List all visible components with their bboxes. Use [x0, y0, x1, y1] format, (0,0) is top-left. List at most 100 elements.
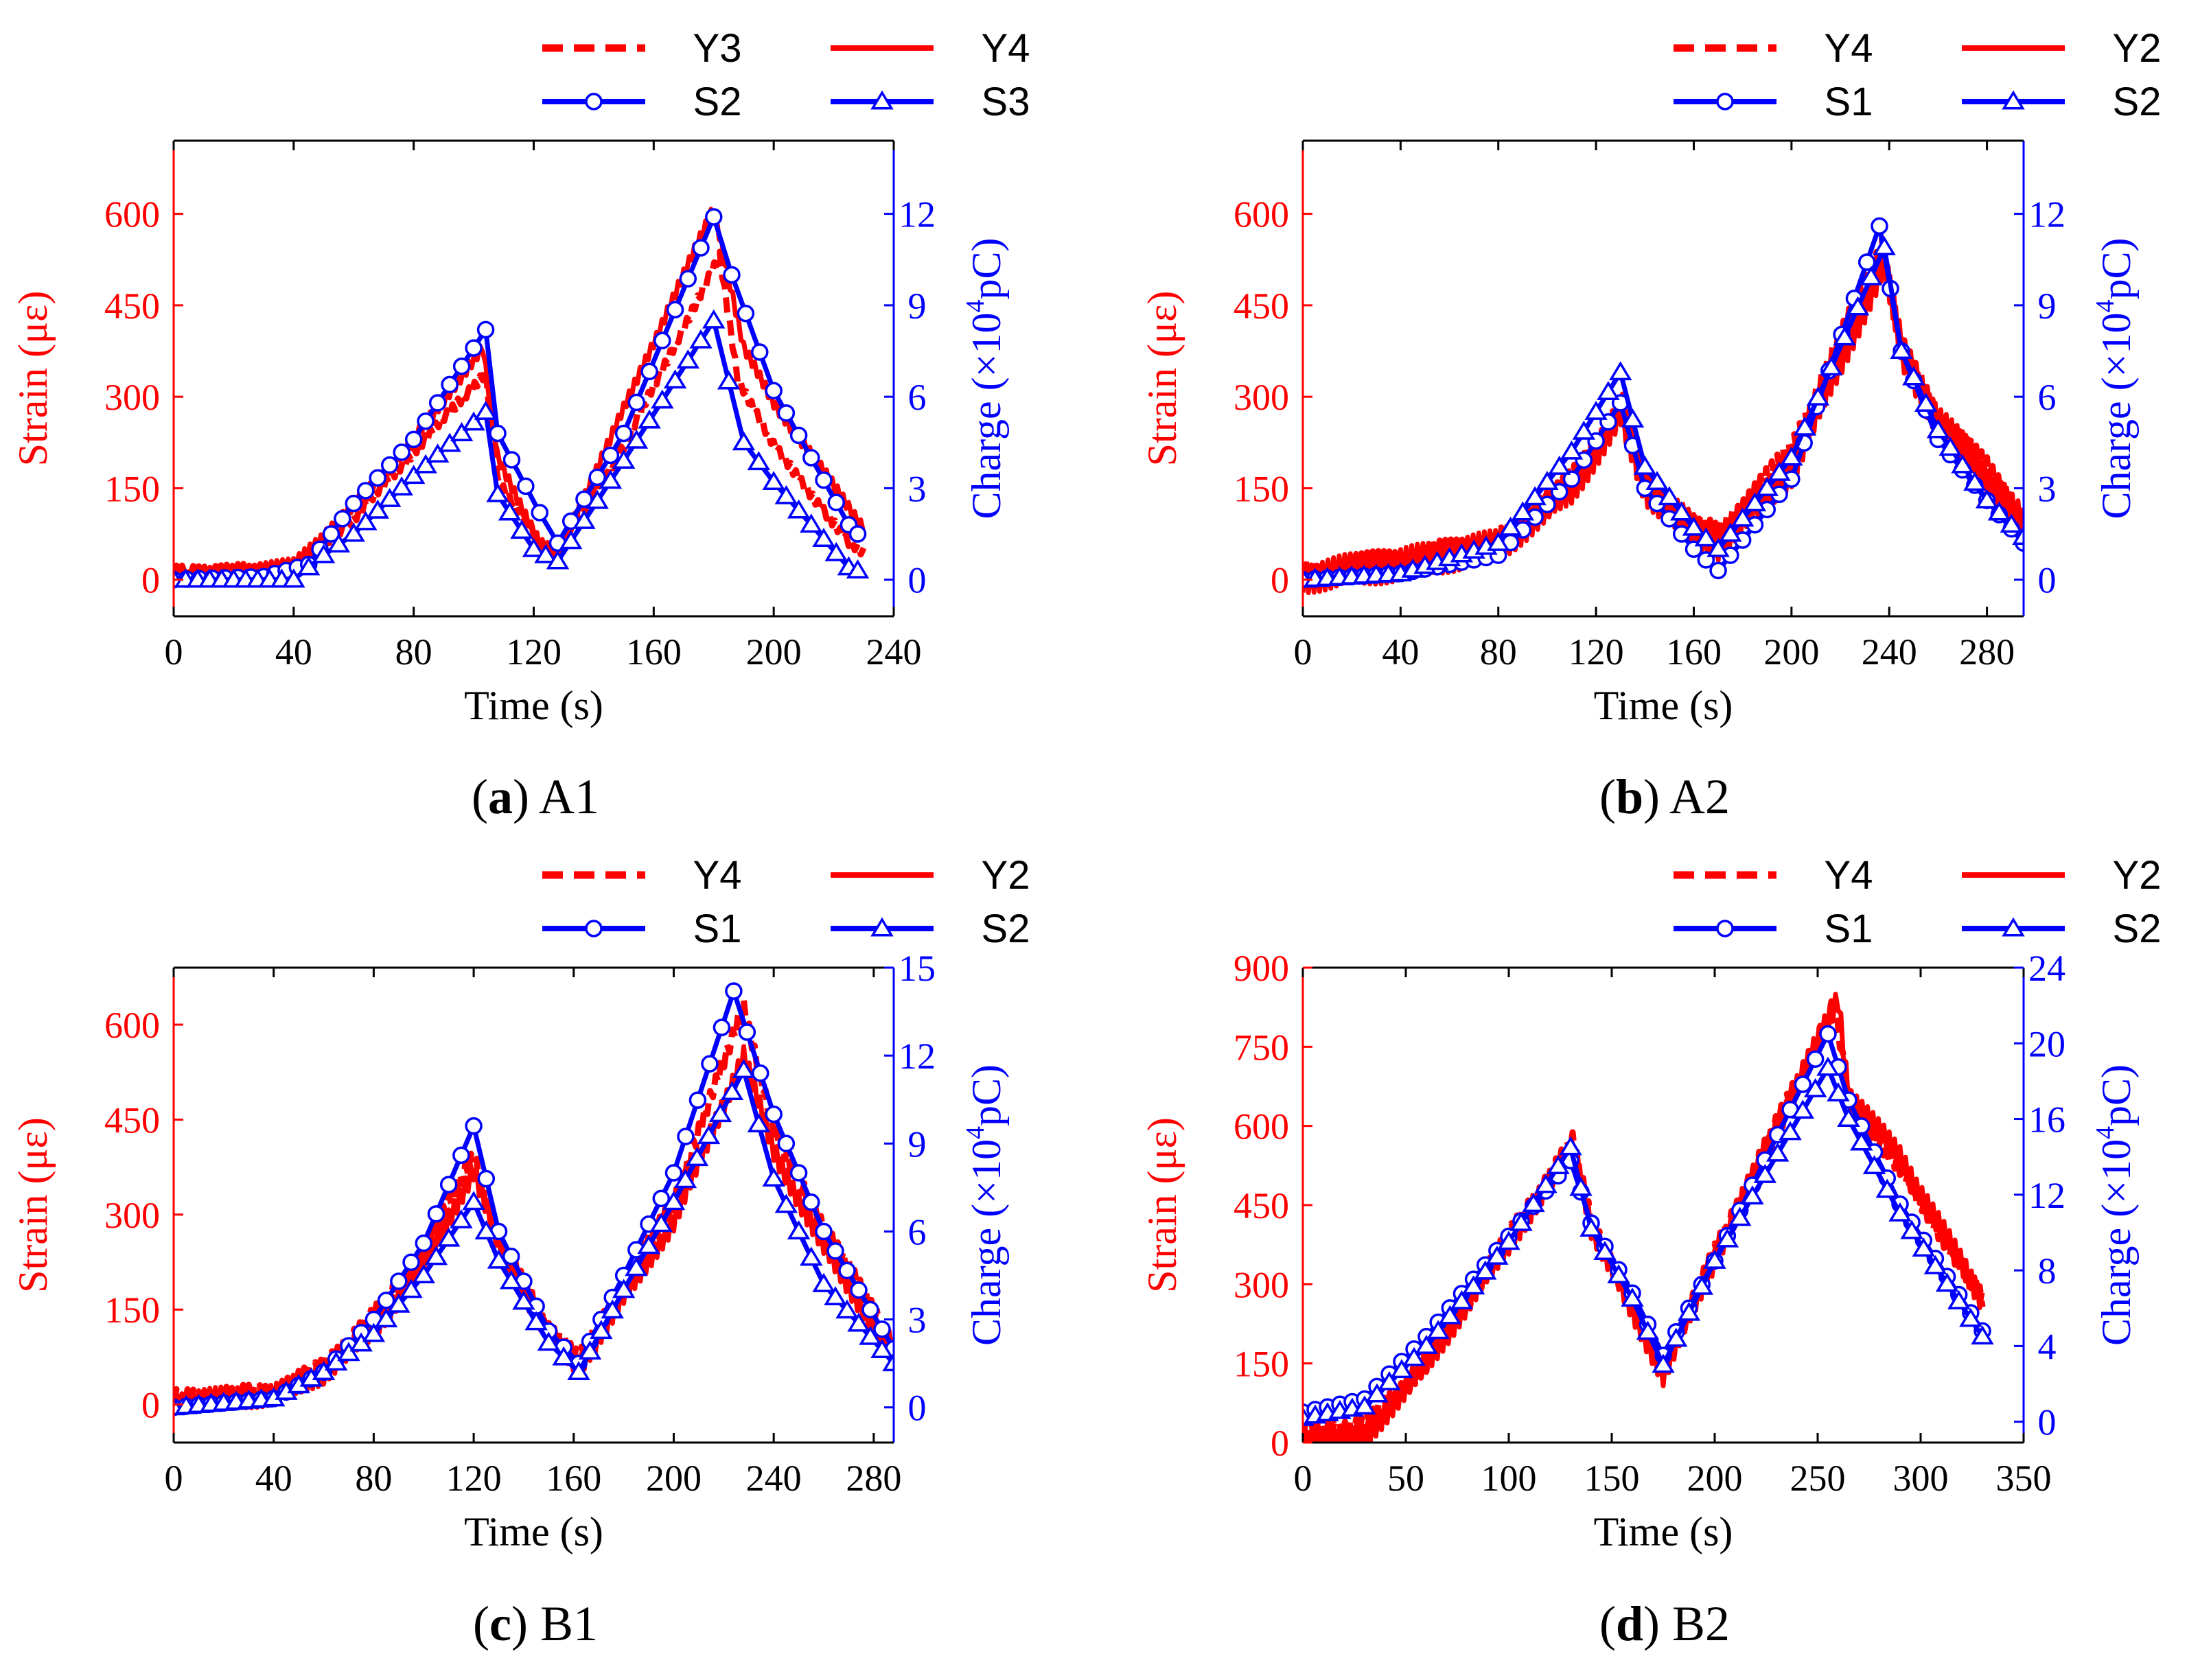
data-point-s2-22 — [1560, 440, 1584, 460]
x-tick-label: 160 — [626, 631, 682, 673]
data-point-s1-55 — [850, 1281, 868, 1299]
data-point-s2-24 — [452, 357, 471, 375]
caption-close-paren: ) — [1643, 769, 1669, 824]
y-right-label-exponent: 4 — [2091, 1126, 2120, 1139]
data-point-s2-38 — [1755, 477, 1779, 496]
y-left-axis-label: Strain (με) — [1139, 291, 1185, 467]
data-point-s1-25 — [477, 1169, 496, 1188]
data-point-s2-43 — [1827, 1082, 1850, 1101]
data-point-s1-45 — [725, 982, 743, 1000]
x-tick-label: 280 — [1959, 631, 2015, 673]
y-right-tick-label: 6 — [908, 1211, 927, 1252]
data-point-s3-54 — [846, 559, 870, 579]
data-point-s3-23 — [450, 422, 474, 441]
data-point-s2-34 — [590, 1320, 613, 1340]
data-point-s2-48 — [762, 1167, 785, 1187]
y-right-tick-label: 16 — [2028, 1099, 2065, 1141]
data-point-s2-32 — [1682, 516, 1706, 536]
x-axis-label: Time (s) — [1594, 1509, 1733, 1554]
data-point-s2-18 — [387, 1293, 410, 1313]
legend-marker — [2002, 917, 2025, 937]
series-s2-triangle — [174, 1059, 894, 1416]
panel-caption: (d) B2 — [1599, 1596, 1730, 1651]
legend-item-s1: S1 — [542, 907, 741, 951]
data-point-s2-20 — [404, 430, 423, 449]
x-tick-label: 40 — [1382, 631, 1419, 673]
legend-label: Y2 — [2113, 853, 2162, 898]
data-point-s1-53 — [826, 1242, 844, 1260]
caption-letter: b — [1616, 769, 1643, 824]
data-point-s2-48 — [777, 404, 796, 422]
data-point-s2-25 — [1597, 381, 1620, 400]
data-point-s3-40 — [663, 369, 687, 389]
data-point-s3-33 — [572, 509, 596, 529]
y-left-tick-label: 300 — [104, 1195, 160, 1236]
data-point-s3-45 — [732, 431, 756, 451]
data-point-s2-17 — [1497, 1230, 1520, 1250]
data-point-s2-30 — [1658, 486, 1681, 506]
legend-label: S1 — [1825, 907, 1873, 951]
data-point-s3-17 — [378, 488, 402, 507]
legend-label: Y2 — [982, 853, 1030, 898]
data-point-s2-31 — [1677, 1301, 1701, 1321]
y-right-label-exponent: 4 — [961, 300, 990, 313]
x-tick-label: 240 — [866, 631, 922, 673]
data-point-s2-43 — [697, 1125, 721, 1145]
legend-item-y4: Y4 — [542, 853, 741, 898]
legend-item-y3: Y3 — [542, 26, 741, 71]
data-point-s1-20 — [415, 1234, 432, 1252]
data-point-s2-49 — [774, 1193, 798, 1213]
legend-label: S3 — [982, 80, 1030, 124]
legend-label: Y4 — [1825, 853, 1873, 898]
y-right-axis-label: Charge (×104pC) — [2091, 1064, 2139, 1346]
data-point-s1-41 — [1806, 1050, 1825, 1069]
y-left-tick-label: 750 — [1234, 1027, 1289, 1068]
data-point-s2-41 — [673, 1169, 697, 1189]
data-point-s2-51 — [1923, 1255, 1947, 1274]
y-left-tick-label: 450 — [1234, 285, 1289, 327]
data-point-s2-22 — [1559, 1136, 1582, 1156]
data-point-s2-58 — [2012, 526, 2024, 545]
x-tick-label: 80 — [395, 631, 432, 673]
y-left-tick-label: 150 — [104, 1290, 160, 1331]
data-point-s2-19 — [1523, 486, 1547, 506]
x-axis-label: Time (s) — [464, 683, 603, 728]
data-point-s3-19 — [402, 465, 426, 485]
data-point-s3-20 — [414, 454, 437, 474]
data-point-s3-52 — [824, 541, 848, 561]
data-point-s1-21 — [427, 1205, 445, 1223]
data-point-s2-21 — [417, 412, 435, 430]
data-point-s2-40 — [1780, 446, 1803, 466]
data-point-s1-42 — [1819, 1025, 1837, 1043]
x-tick-label: 240 — [746, 1458, 802, 1499]
data-point-s2-42 — [1806, 386, 1830, 406]
data-point-s2-15 — [349, 1332, 373, 1352]
legend-item-y2: Y2 — [1962, 26, 2161, 71]
data-point-s1-24 — [465, 1117, 483, 1135]
y-left-tick-label: 600 — [1234, 194, 1289, 235]
x-tick-label: 240 — [1862, 631, 1917, 673]
data-point-s2-41 — [1793, 416, 1816, 436]
legend: Y4 Y2 S1 S2 — [1674, 26, 2161, 124]
y-right-tick-label: 9 — [2038, 285, 2057, 327]
y-right-tick-label: 0 — [908, 1388, 927, 1429]
data-point-s2-39 — [653, 331, 671, 350]
data-point-s2-42 — [692, 239, 710, 257]
data-point-s2-54 — [1959, 1307, 1982, 1327]
x-tick-label: 100 — [1481, 1458, 1537, 1499]
data-point-s2-54 — [848, 525, 867, 543]
data-point-s2-33 — [578, 1340, 602, 1360]
series-line-s2 — [1303, 245, 2024, 583]
data-point-s2-46 — [732, 1059, 756, 1079]
x-tick-label: 160 — [546, 1458, 601, 1499]
y-right-label-tail: pC) — [2094, 1064, 2139, 1126]
data-point-s3-18 — [390, 476, 413, 496]
data-point-s3-39 — [651, 389, 674, 409]
data-point-s2-16 — [362, 1322, 386, 1342]
data-point-s2-17 — [374, 1308, 398, 1328]
data-point-s2-36 — [1730, 507, 1755, 527]
legend-label: Y2 — [2113, 26, 2162, 71]
data-point-s3-36 — [612, 450, 636, 469]
data-point-s2-45 — [1850, 1131, 1873, 1151]
data-point-s2-47 — [747, 1113, 771, 1133]
